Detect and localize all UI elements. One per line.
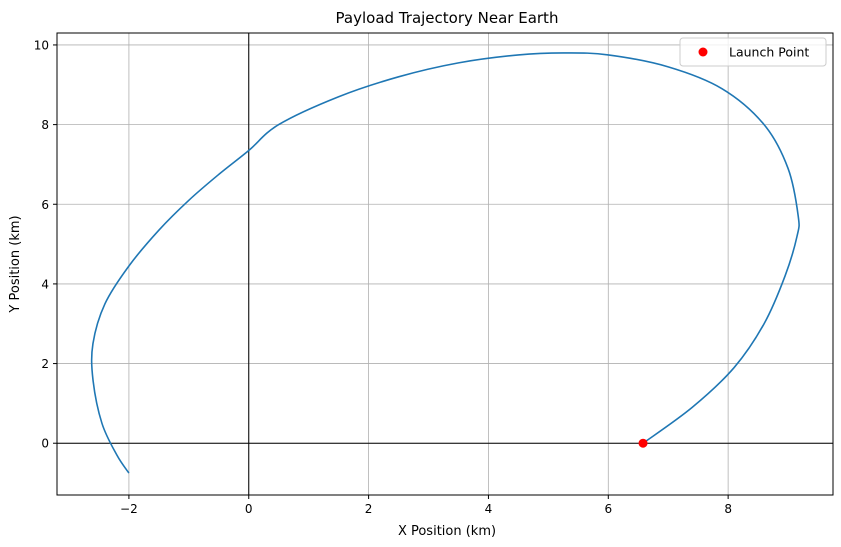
x-tick-label: 4 (485, 502, 493, 516)
chart-title: Payload Trajectory Near Earth (336, 9, 559, 27)
legend: Launch Point (679, 37, 827, 67)
plot-area: −2 0 2 4 6 8 0 2 4 6 8 10 (34, 32, 834, 516)
launch-point-marker (638, 438, 648, 448)
tick-layer: −2 0 2 4 6 8 0 2 4 6 8 10 (34, 38, 732, 516)
axes-border (56, 32, 834, 496)
y-tick-label: 0 (41, 437, 49, 451)
trajectory-line (90, 52, 800, 474)
y-tick-label: 8 (41, 118, 49, 132)
y-tick-label: 4 (41, 277, 49, 291)
legend-label-launch-point: Launch Point (729, 45, 809, 60)
series-layer (90, 52, 800, 474)
y-tick-label: 2 (41, 357, 49, 371)
x-tick-label: 8 (724, 502, 732, 516)
y-tick-label: 10 (34, 38, 49, 52)
reference-lines (57, 33, 833, 495)
legend-marker-launch-point (698, 47, 708, 57)
y-tick-label: 6 (41, 198, 49, 212)
axes-frame (56, 32, 834, 496)
x-tick-label: 0 (245, 502, 253, 516)
x-axis-label: X Position (km) (398, 524, 496, 539)
y-axis-label: Y Position (km) (8, 215, 23, 313)
x-tick-label: 6 (604, 502, 612, 516)
x-tick-label: 2 (365, 502, 373, 516)
legend-box (679, 37, 827, 67)
x-tick-label: −2 (120, 502, 138, 516)
